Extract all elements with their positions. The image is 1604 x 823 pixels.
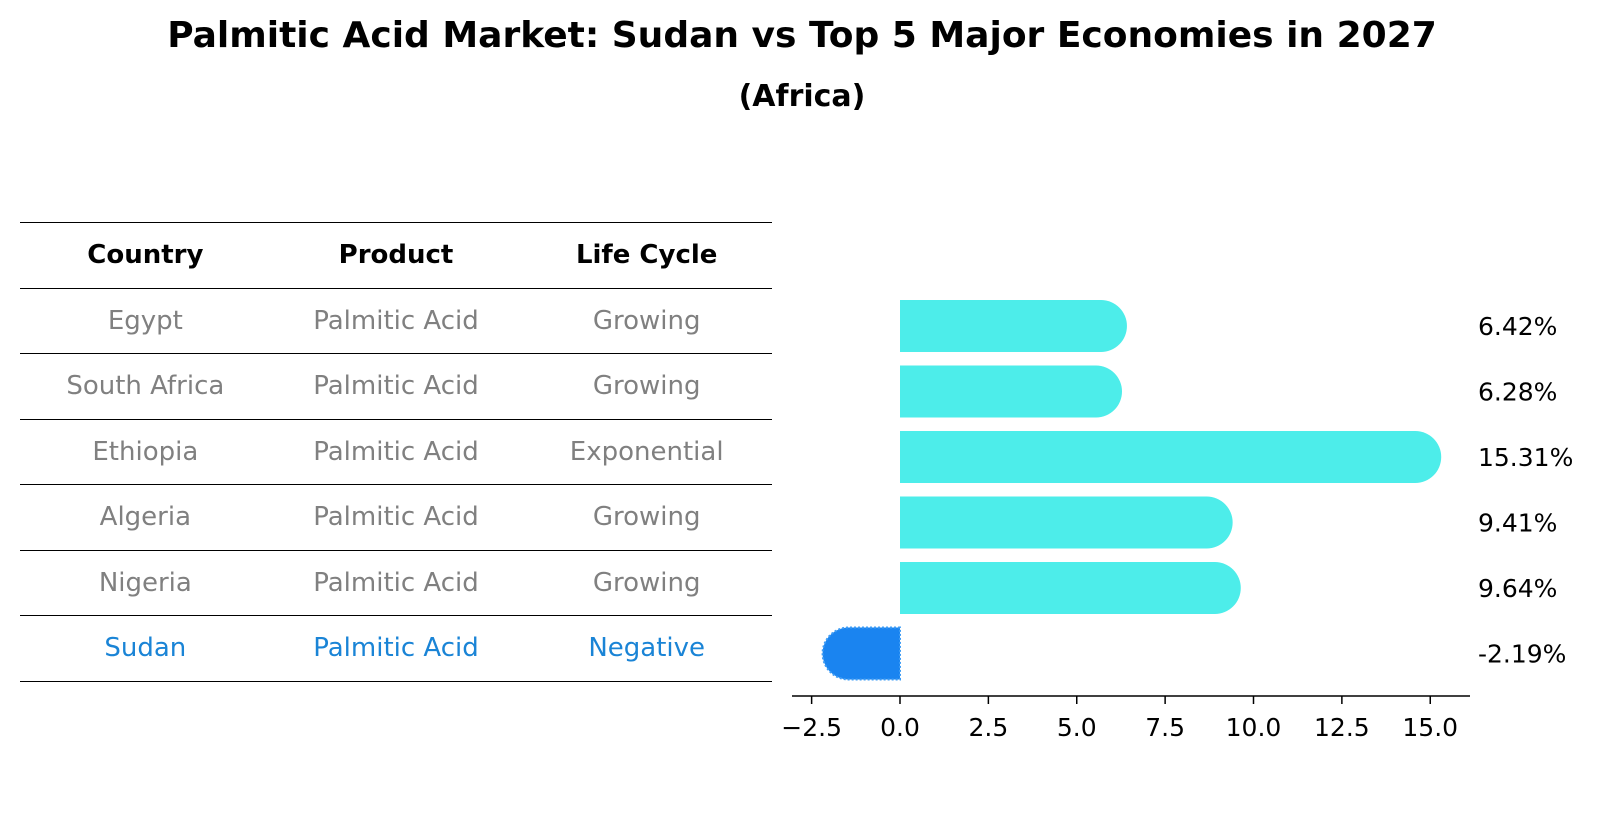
data-label: 9.64% [1478, 574, 1557, 603]
header-country: Country [87, 240, 204, 271]
cell-life-cycle: Growing [592, 371, 701, 402]
x-tick-label: 7.5 [1145, 713, 1185, 742]
header-life-cycle: Life Cycle [575, 240, 718, 271]
cell-life-cycle: Negative [588, 633, 706, 664]
data-label: 9.41% [1478, 509, 1557, 538]
cell-life-cycle: Growing [592, 567, 701, 598]
data-label: 6.42% [1478, 312, 1557, 341]
x-tick-label: 0.0 [880, 713, 920, 742]
table-header-row: Country Product Life Cycle [20, 223, 772, 289]
x-tick-label: −2.5 [781, 713, 842, 742]
chart-subtitle: (Africa) [738, 79, 866, 114]
table-row: Ethiopia Palmitic Acid Exponential [20, 420, 772, 485]
cell-country: Egypt [107, 305, 183, 336]
chart-title: Palmitic Acid Market: Sudan vs Top 5 Maj… [167, 15, 1437, 56]
bar-egypt [900, 300, 1127, 352]
cell-product: Palmitic Acid [313, 633, 479, 664]
data-label: 15.31% [1478, 443, 1573, 472]
data-label: -2.19% [1478, 640, 1566, 669]
table-row: Algeria Palmitic Acid Growing [20, 485, 772, 551]
cell-country: Nigeria [98, 567, 192, 598]
cell-product: Palmitic Acid [313, 567, 479, 598]
header-product: Product [338, 240, 454, 271]
data-label: 6.28% [1478, 378, 1557, 407]
cell-country: South Africa [66, 371, 225, 402]
bar-south-africa [900, 365, 1122, 418]
cell-product: Palmitic Acid [313, 305, 479, 336]
table-row: Egypt Palmitic Acid Growing [20, 289, 772, 354]
cell-country: Ethiopia [92, 436, 199, 467]
x-tick-label: 12.5 [1314, 713, 1370, 742]
cell-life-cycle: Growing [592, 305, 701, 336]
bar-ethiopia [900, 431, 1442, 483]
cell-country: Algeria [99, 502, 192, 533]
x-tick-label: 15.0 [1402, 713, 1458, 742]
bar-sudan [821, 626, 901, 681]
cell-life-cycle: Exponential [569, 436, 724, 467]
x-tick-label: 2.5 [968, 713, 1008, 742]
cell-life-cycle: Growing [592, 502, 701, 533]
table-row-highlighted: Sudan Palmitic Acid Negative [20, 616, 772, 682]
bar-algeria [900, 496, 1233, 549]
x-tick-label: 10.0 [1226, 713, 1282, 742]
data-table: Country Product Life Cycle Egypt Palmiti… [20, 222, 772, 682]
cell-product: Palmitic Acid [313, 436, 479, 467]
cell-product: Palmitic Acid [313, 502, 479, 533]
cell-product: Palmitic Acid [313, 371, 479, 402]
x-tick-label: 5.0 [1057, 713, 1097, 742]
bar-nigeria [900, 562, 1241, 614]
table-row: South Africa Palmitic Acid Growing [20, 354, 772, 420]
cell-country: Sudan [104, 633, 187, 664]
table-row: Nigeria Palmitic Acid Growing [20, 551, 772, 616]
